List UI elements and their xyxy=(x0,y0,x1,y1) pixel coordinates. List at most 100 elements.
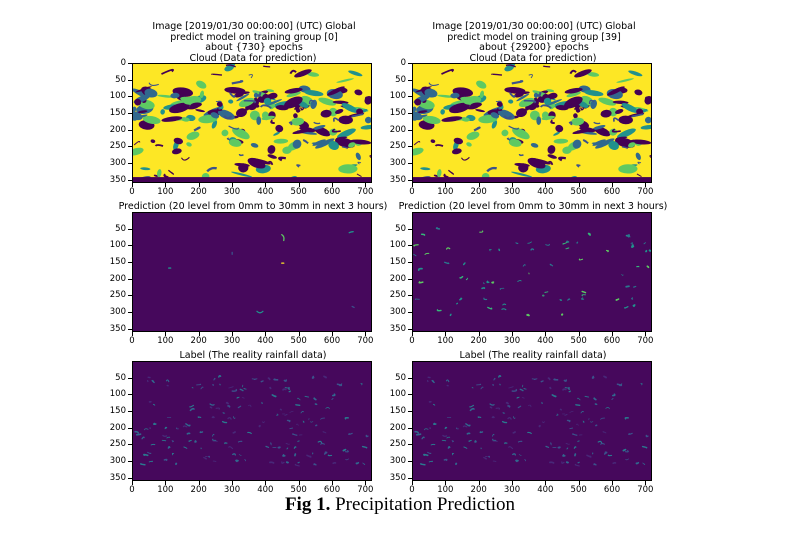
rain-streak xyxy=(648,249,651,252)
rain-streak xyxy=(355,461,360,465)
cloud-blob xyxy=(169,102,190,114)
rain-streak xyxy=(469,407,475,412)
rain-streak xyxy=(228,446,234,450)
rain-streak xyxy=(228,386,234,389)
cloud-blob xyxy=(199,90,205,99)
cloud-blob xyxy=(273,131,281,136)
cloud-swirl xyxy=(308,99,315,105)
left-cloud-ytick-100: 100 xyxy=(102,91,132,101)
cloud-blob xyxy=(476,80,487,89)
cloud-swirl xyxy=(441,68,455,75)
right-label-xtick-700: 700 xyxy=(630,481,660,495)
rain-streak xyxy=(527,241,532,244)
left-label-plot xyxy=(132,361,372,481)
right-cloud-ytick-50: 50 xyxy=(382,75,412,85)
left-prediction-ytick-100: 100 xyxy=(102,240,132,250)
rain-streak xyxy=(516,396,520,399)
rain-streak xyxy=(344,416,349,420)
rain-streak xyxy=(237,405,242,409)
rain-streak xyxy=(227,405,231,408)
rain-streak xyxy=(542,294,545,297)
right-cloud-xtick-300: 300 xyxy=(497,183,527,197)
rain-streak xyxy=(466,432,471,435)
rain-streak xyxy=(281,233,285,242)
rain-streak xyxy=(323,375,327,379)
rain-streak xyxy=(640,383,643,386)
rain-streak xyxy=(151,379,155,384)
right-cloud-xtick-700: 700 xyxy=(630,183,660,197)
cloud-swirl xyxy=(621,146,628,150)
cloud-swirl xyxy=(528,74,533,79)
rain-streak xyxy=(549,263,554,267)
cloud-blob xyxy=(573,113,578,119)
cloud-swirl xyxy=(496,107,503,112)
cloud-blob xyxy=(253,92,259,99)
cloud-swirl xyxy=(294,107,301,113)
cloud-blob xyxy=(621,103,639,113)
rain-streak xyxy=(633,285,637,288)
left-label-ytick-50: 50 xyxy=(102,373,132,383)
cloud-swirl xyxy=(296,164,301,168)
rain-streak xyxy=(456,427,459,430)
right-label-ytick-150: 150 xyxy=(382,406,412,416)
rain-streak xyxy=(517,440,523,443)
cloud-blob xyxy=(618,115,633,125)
right-prediction-ytick-200: 200 xyxy=(382,274,412,284)
rain-streak xyxy=(486,280,490,284)
rain-streak xyxy=(459,275,464,279)
rain-streak xyxy=(428,427,432,430)
rain-streak xyxy=(468,439,472,442)
rain-streak xyxy=(203,456,207,460)
rain-streak xyxy=(442,434,448,437)
rain-streak xyxy=(428,460,433,463)
right-cloud-xtick-500: 500 xyxy=(564,183,594,197)
cloud-swirl xyxy=(229,92,236,98)
cloud-blob xyxy=(318,97,336,106)
right-prediction-ytick-300: 300 xyxy=(382,307,412,317)
cloud-blob xyxy=(360,124,371,130)
rain-streak xyxy=(462,425,468,428)
rain-streak xyxy=(322,431,327,434)
rain-streak xyxy=(189,404,195,408)
rain-streak xyxy=(196,383,202,386)
rain-streak xyxy=(224,442,228,445)
cloud-swirl xyxy=(313,121,321,125)
cloud-blob xyxy=(235,108,248,118)
cloud-blob xyxy=(579,126,596,133)
rain-streak xyxy=(593,463,597,466)
cloud-blob xyxy=(496,101,503,107)
cloud-blob xyxy=(527,157,546,169)
rain-streak xyxy=(212,433,215,437)
cloud-blob xyxy=(466,131,480,140)
cloud-swirl xyxy=(612,117,620,122)
cloud-blob xyxy=(536,116,542,125)
cloud-blob xyxy=(584,90,604,97)
rain-streak xyxy=(362,462,366,465)
rain-streak xyxy=(283,379,288,382)
left-prediction-ytick-250: 250 xyxy=(102,290,132,300)
cloud-blob xyxy=(355,152,361,161)
rain-streak xyxy=(445,379,450,383)
rain-streak xyxy=(565,247,570,250)
cloud-blob xyxy=(171,148,182,155)
left-prediction-ytick-300: 300 xyxy=(102,307,132,317)
cloud-blob xyxy=(504,87,526,94)
cloud-swirl xyxy=(523,99,537,104)
cloud-blob xyxy=(364,116,371,124)
rain-streak xyxy=(244,459,247,462)
cloud-blob xyxy=(341,103,359,113)
cloud-blob xyxy=(250,142,259,148)
rain-streak xyxy=(231,388,238,392)
cloud-blob xyxy=(555,105,569,111)
left-cloud-ytick-300: 300 xyxy=(102,158,132,168)
rain-streak xyxy=(200,386,204,390)
cloud-blob xyxy=(466,142,472,147)
right-prediction-ytick-350: 350 xyxy=(382,324,412,334)
rain-streak xyxy=(622,448,627,452)
cloud-blob xyxy=(266,89,275,92)
cloud-blob xyxy=(153,174,159,177)
rain-streak xyxy=(624,306,629,309)
cloud-swirl xyxy=(486,166,498,173)
rain-streak xyxy=(480,386,484,390)
rain-streak xyxy=(271,394,277,398)
